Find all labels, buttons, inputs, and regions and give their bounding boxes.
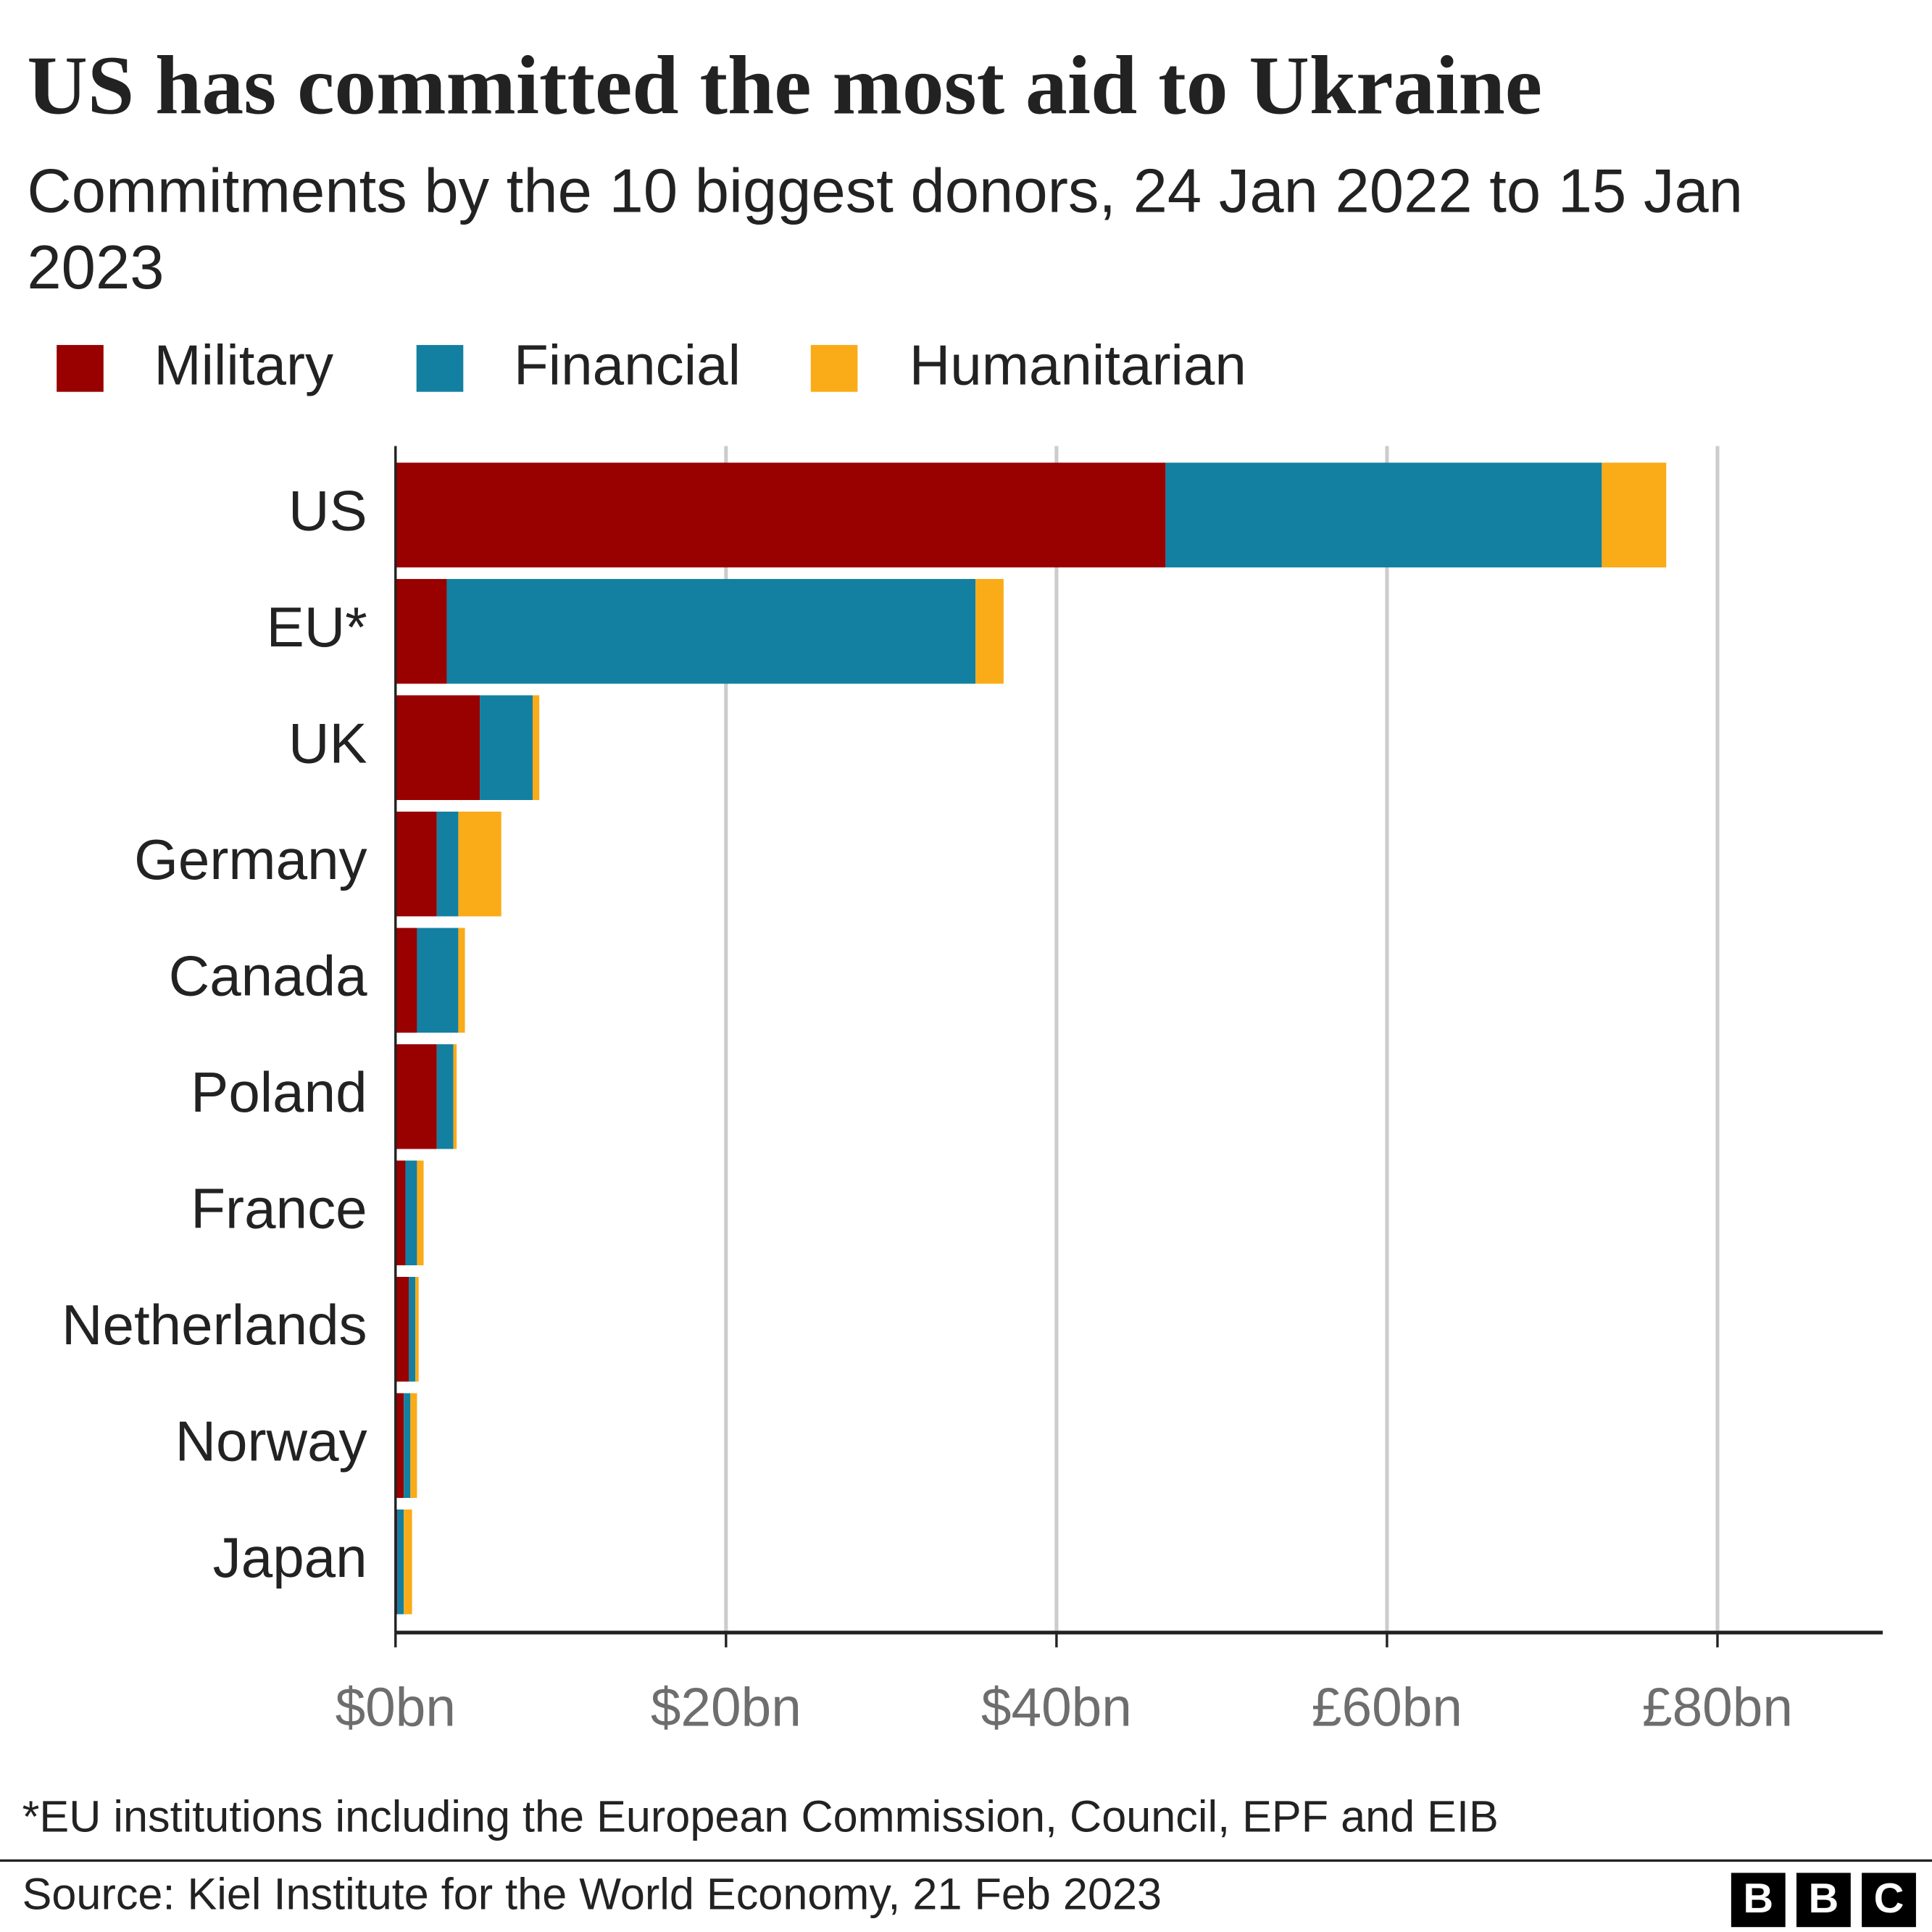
- legend-label: Humanitarian: [909, 333, 1246, 397]
- bar-segment: [395, 1044, 437, 1149]
- bar-segment: [417, 1160, 424, 1265]
- bar-segment: [395, 1393, 404, 1499]
- footnote: *EU institutions including the European …: [22, 1791, 1499, 1841]
- legend-label: Financial: [514, 333, 741, 397]
- bar-segment: [395, 462, 1166, 567]
- y-tick-label: Netherlands: [62, 1293, 367, 1357]
- bar-segment: [533, 695, 540, 800]
- bar-segment: [1165, 462, 1602, 567]
- chart-title: US has committed the most aid to Ukraine: [27, 38, 1543, 132]
- bar-segment: [417, 928, 459, 1033]
- logo-letter: C: [1874, 1875, 1904, 1922]
- bar-segment: [404, 1393, 411, 1499]
- x-tick-label: $40bn: [981, 1676, 1132, 1737]
- legend-swatch: [810, 345, 858, 392]
- chart-subtitle: Commitments by the 10 biggest donors, 24…: [27, 156, 1744, 302]
- logo-box: [1731, 1873, 1786, 1928]
- logo-letter: B: [1743, 1875, 1773, 1922]
- bar-segment: [436, 1044, 454, 1149]
- x-tick-label: $0bn: [336, 1676, 456, 1737]
- bar-segment: [395, 928, 417, 1033]
- bar-segment: [397, 1509, 404, 1615]
- bar-segment: [405, 1160, 417, 1265]
- bar-segment: [409, 1276, 416, 1382]
- bar-segment: [395, 1276, 409, 1382]
- bar-segment: [446, 578, 976, 684]
- y-tick-label: US: [288, 478, 367, 542]
- y-tick-label: EU*: [267, 595, 367, 659]
- bar-segment: [1602, 462, 1667, 567]
- bar-segment: [395, 1160, 406, 1265]
- bar-segment: [410, 1393, 417, 1499]
- x-tick-label: $20bn: [651, 1676, 801, 1737]
- bar-segment: [436, 811, 459, 917]
- bar-segment: [395, 578, 447, 684]
- logo-letter: B: [1809, 1875, 1839, 1922]
- legend-label: Military: [154, 333, 334, 397]
- bar-segment: [458, 928, 465, 1033]
- y-tick-label: Japan: [213, 1525, 367, 1589]
- logo-box: [1796, 1873, 1851, 1928]
- bar-segment: [395, 695, 480, 800]
- x-tick-label: £80bn: [1642, 1676, 1793, 1737]
- x-tick-label: £60bn: [1312, 1676, 1462, 1737]
- source: Source: Kiel Institute for the World Eco…: [22, 1870, 1162, 1919]
- legend-swatch: [57, 345, 104, 392]
- logo-box: [1862, 1873, 1916, 1928]
- bar-segment: [395, 811, 437, 917]
- y-tick-label: Germany: [134, 828, 367, 891]
- bar-segment: [453, 1044, 457, 1149]
- bar-segment: [415, 1276, 419, 1382]
- y-tick-label: UK: [288, 711, 367, 775]
- bar-segment: [480, 695, 533, 800]
- y-tick-label: Poland: [191, 1060, 367, 1124]
- bar-segment: [458, 811, 501, 917]
- legend-swatch: [416, 345, 464, 392]
- bar-segment: [975, 578, 1004, 684]
- y-tick-label: France: [191, 1176, 367, 1240]
- y-tick-label: Canada: [169, 944, 367, 1007]
- y-tick-label: Norway: [175, 1409, 367, 1473]
- bar-segment: [404, 1509, 412, 1615]
